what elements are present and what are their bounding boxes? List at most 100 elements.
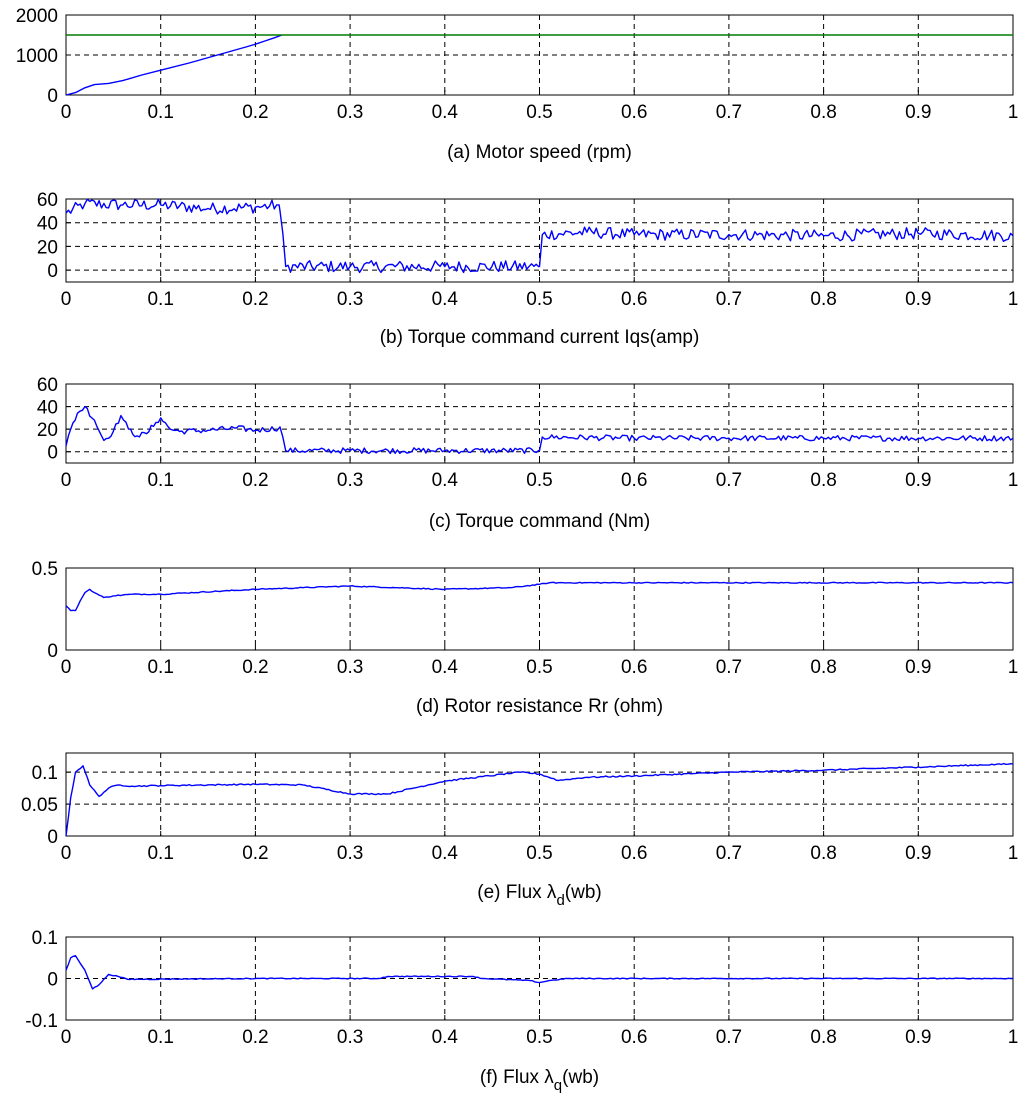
x-tick-label: 0.2	[242, 1027, 268, 1048]
x-tick-label: 0.8	[810, 657, 836, 678]
y-tick-label: 0.5	[32, 559, 58, 580]
y-tick-label: 60	[37, 375, 58, 396]
x-tick-label: 0	[61, 1027, 72, 1048]
subplot-caption: (c) Torque command (Nm)	[429, 511, 650, 532]
x-tick-label: 0.8	[810, 470, 836, 491]
subplot-caption: (e) Flux λd(wb)	[477, 882, 601, 909]
x-tick-label: 0.3	[337, 1027, 363, 1048]
subplot-caption: (a) Motor speed (rpm)	[447, 142, 632, 163]
x-tick-label: 1	[1008, 657, 1019, 678]
y-tick-label: 0.1	[32, 928, 58, 949]
x-tick-label: 0.5	[526, 102, 552, 123]
y-tick-label: 60	[37, 190, 58, 211]
x-tick-label: 0	[61, 657, 72, 678]
x-tick-label: 0.7	[716, 657, 742, 678]
x-tick-label: 0.3	[337, 657, 363, 678]
x-tick-label: 0.3	[337, 289, 363, 310]
x-tick-label: 1	[1008, 102, 1019, 123]
x-tick-label: 0.5	[526, 470, 552, 491]
subplot-caption: (d) Rotor resistance Rr (ohm)	[416, 696, 663, 717]
x-tick-label: 0.7	[716, 470, 742, 491]
y-tick-label: 0	[47, 970, 58, 991]
x-tick-label: 0.6	[621, 1027, 647, 1048]
subplot-c: 0 0.1 0.2 0.3 0.4 0.5 0.6 0.7 0.8 0.9 10204060(c) …	[37, 375, 1018, 532]
x-tick-label: 0.9	[905, 843, 931, 864]
x-tick-label: 1	[1008, 470, 1019, 491]
x-tick-label: 0.6	[621, 102, 647, 123]
subplot-a: 0 0.1 0.2 0.3 0.4 0.5 0.6 0.7 0.8 0.9 1 0 1000 2000 (a…	[16, 6, 1019, 163]
x-tick-label: 0.2	[242, 102, 268, 123]
x-tick-label: 0	[61, 102, 72, 123]
series-line-1	[65, 762, 1014, 837]
y-tick-label: 1000	[16, 46, 58, 67]
y-tick-label: 0	[47, 261, 58, 282]
series-line-1	[65, 405, 1014, 455]
subplot-d: 0 0.1 0.2 0.3 0.4 0.5 0.6 0.7 0.8 0.9 1 0 0.5 (d) Rot…	[32, 559, 1019, 717]
x-tick-label: 0.3	[337, 470, 363, 491]
x-tick-label: 0	[61, 843, 72, 864]
subplot-caption: (f) Flux λq(wb)	[480, 1067, 599, 1094]
series-line-1	[65, 581, 1014, 612]
y-tick-label: 40	[37, 214, 58, 235]
y-tick-label: 40	[37, 398, 58, 419]
x-tick-label: 0.1	[147, 843, 173, 864]
x-tick-label: 0.6	[621, 657, 647, 678]
x-tick-label: 0.9	[905, 470, 931, 491]
x-tick-label: 0.4	[432, 843, 459, 864]
x-tick-label: 0.9	[905, 289, 931, 310]
series-line-1	[65, 955, 1013, 990]
x-tick-label: 0.4	[432, 470, 459, 491]
y-tick-label: 0	[47, 827, 58, 848]
subplot-panels: 0 0.1 0.2 0.3 0.4 0.5 0.6 0.7 0.8 0.9 1010002000(a…	[16, 6, 1019, 1094]
x-tick-label: 0.6	[621, 470, 647, 491]
y-tick-label: -0.1	[25, 1011, 58, 1032]
x-tick-label: 0.1	[147, 102, 173, 123]
y-tick-label: 0	[47, 641, 58, 662]
x-tick-label: 0.3	[337, 843, 363, 864]
x-tick-label: 0.6	[621, 843, 647, 864]
subplot-f: 0 0.1 0.2 0.3 0.4 0.5 0.6 0.7 0.8 0.9 1-0.100.1(f)…	[25, 928, 1018, 1094]
x-tick-label: 0.5	[526, 1027, 552, 1048]
x-tick-label: 0.2	[242, 843, 268, 864]
x-tick-label: 0.5	[526, 289, 552, 310]
x-tick-label: 1	[1008, 1027, 1019, 1048]
x-tick-label: 0.1	[147, 657, 173, 678]
x-tick-label: 0.9	[905, 1027, 931, 1048]
x-tick-label: 0.2	[242, 657, 268, 678]
x-tick-label: 0.8	[810, 289, 836, 310]
x-tick-label: 0.5	[526, 657, 552, 678]
x-tick-label: 1	[1008, 289, 1019, 310]
y-tick-label: 0.05	[21, 795, 58, 816]
x-tick-label: 0.2	[242, 470, 268, 491]
x-tick-label: 0.7	[716, 289, 742, 310]
y-tick-label: 0.1	[32, 763, 58, 784]
series-line-1	[65, 34, 283, 96]
y-tick-label: 20	[37, 420, 58, 441]
y-tick-label: 2000	[16, 6, 58, 27]
y-tick-label: 20	[37, 237, 58, 258]
series-line-1	[65, 198, 1014, 274]
x-tick-label: 0.4	[432, 102, 459, 123]
y-tick-label: 0	[47, 86, 58, 107]
subplot-caption: (b) Torque command current Iqs(amp)	[380, 327, 700, 348]
x-tick-label: 0.4	[432, 1027, 459, 1048]
x-tick-label: 0.8	[810, 1027, 836, 1048]
x-tick-label: 0.2	[242, 289, 268, 310]
x-tick-label: 0.7	[716, 843, 742, 864]
x-tick-label: 1	[1008, 843, 1019, 864]
x-tick-label: 0.1	[147, 470, 173, 491]
x-tick-label: 0.1	[147, 1027, 173, 1048]
x-tick-label: 0.1	[147, 289, 173, 310]
x-tick-label: 0.9	[905, 102, 931, 123]
subplot-e: 0 0.1 0.2 0.3 0.4 0.5 0.6 0.7 0.8 0.9 1 0 0.05 0.1 (e)…	[21, 752, 1019, 909]
x-tick-label: 0.7	[716, 102, 742, 123]
x-tick-label: 0.4	[432, 657, 459, 678]
x-tick-label: 0	[61, 289, 72, 310]
x-tick-label: 0	[61, 470, 72, 491]
x-tick-label: 0.5	[526, 843, 552, 864]
x-tick-label: 0.3	[337, 102, 363, 123]
y-tick-label: 0	[47, 443, 58, 464]
x-tick-label: 0.7	[716, 1027, 742, 1048]
